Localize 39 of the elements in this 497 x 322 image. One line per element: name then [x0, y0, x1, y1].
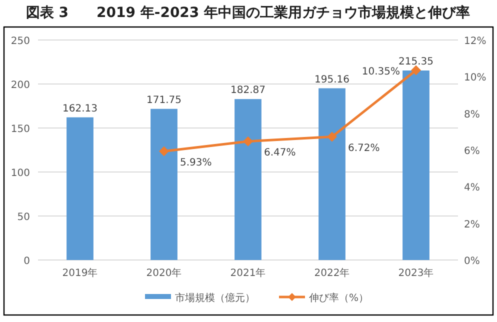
data-label: 6.72% [348, 142, 380, 154]
y-tick-label: 50 [17, 212, 30, 223]
y2-tick-label: 8% [464, 109, 480, 120]
y2-tick-label: 4% [464, 182, 480, 194]
x-tick-label: 2022年 [314, 267, 350, 279]
data-label: 195.16 [314, 74, 350, 86]
data-label: 215.35 [398, 56, 434, 68]
legend-label: 伸び率（%） [309, 292, 369, 304]
data-label: 5.93% [180, 157, 212, 168]
y2-tick-label: 12% [464, 36, 486, 47]
y-tick-label: 150 [10, 124, 30, 135]
legend-label: 市場規模（億元） [175, 292, 255, 304]
point [411, 65, 421, 76]
point [327, 132, 337, 142]
point [159, 146, 169, 156]
y-tick-label: 100 [10, 168, 30, 179]
x-tick-label: 2019年 [62, 267, 98, 279]
point [243, 136, 253, 146]
x-tick-label: 2020年 [146, 267, 182, 279]
y2-tick-label: 0% [464, 256, 480, 267]
bar [402, 70, 430, 260]
y-tick-label: 250 [10, 36, 30, 47]
data-label: 6.47% [264, 147, 296, 158]
bar [318, 88, 346, 260]
y-tick-label: 200 [10, 80, 30, 91]
bar [234, 99, 262, 260]
y-tick-label: 0 [24, 256, 30, 267]
y2-tick-label: 2% [464, 219, 480, 230]
chart-title: 図表 3 2019 年-2023 年中国の工業用ガチョウ市場規模と伸び率 [26, 4, 470, 21]
y2-tick-label: 10% [464, 72, 486, 84]
x-tick-label: 2021年 [230, 267, 266, 279]
data-label: 162.13 [62, 103, 98, 114]
data-label: 10.35% [362, 66, 400, 78]
y2-tick-label: 6% [464, 146, 480, 157]
data-label: 171.75 [146, 94, 182, 106]
data-label: 182.87 [230, 85, 266, 96]
bar [150, 108, 178, 260]
bar [66, 117, 94, 260]
x-tick-label: 2023年 [398, 267, 434, 279]
